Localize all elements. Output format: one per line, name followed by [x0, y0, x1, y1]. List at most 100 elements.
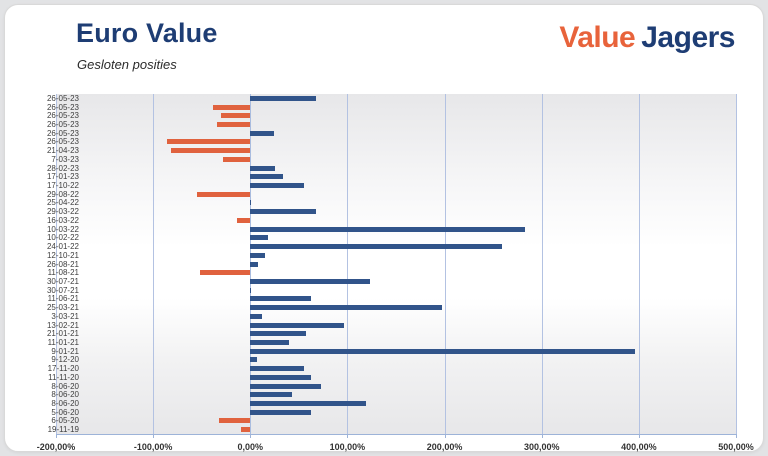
y-tick-label: 9-01-21 [51, 346, 79, 356]
y-tick-label: 26-05-23 [46, 120, 79, 129]
bar [166, 139, 251, 145]
y-tick-label: 29-03-22 [46, 207, 79, 217]
bar [250, 409, 312, 415]
bar [250, 209, 317, 215]
y-tick-label: 7-03-23 [51, 154, 79, 164]
bar [250, 226, 526, 232]
logo-part-jagers: Jagers [641, 21, 735, 54]
axis-tick [153, 434, 155, 438]
y-tick-label: 17-01-23 [46, 172, 79, 182]
bar [250, 174, 284, 180]
bar [250, 339, 290, 345]
bar [250, 235, 268, 241]
bar [250, 287, 252, 293]
x-tick-label: -200,00% [36, 442, 76, 452]
bar [250, 200, 252, 206]
axis-tick [56, 434, 57, 438]
y-tick-label: 28-02-23 [46, 163, 79, 173]
x-tick-label: 0,00% [237, 442, 264, 452]
y-tick-label: 8-06-20 [51, 381, 79, 391]
y-tick-label: 24-01-22 [46, 242, 79, 252]
y-tick-label: 25-03-21 [46, 303, 79, 313]
bar [221, 113, 251, 119]
x-tick-label: 100,00% [329, 442, 366, 452]
y-tick-label: 17-10-22 [46, 181, 79, 191]
bar [250, 313, 262, 319]
bar [213, 104, 251, 110]
x-tick-label: 400,00% [621, 442, 657, 452]
bar [250, 322, 344, 328]
bar [236, 217, 251, 223]
bar [250, 278, 370, 284]
gridline [541, 94, 543, 434]
y-tick-label: 26-08-21 [46, 259, 79, 269]
y-tick-label: 19-11-19 [47, 425, 79, 435]
bar [199, 270, 251, 276]
bar [250, 130, 274, 136]
axis-tick [444, 434, 446, 438]
bar [250, 95, 317, 101]
bar [196, 191, 251, 197]
y-tick-label: 29-08-22 [46, 189, 79, 199]
gridline [638, 94, 640, 434]
bar [170, 148, 251, 154]
y-tick-label: 13-02-21 [46, 320, 79, 330]
y-tick-label: 11-08-21 [47, 268, 79, 278]
valuejagers-logo: Value Jagers [559, 21, 735, 55]
y-tick-label: 26-05-23 [46, 111, 79, 121]
chart-subtitle: Gesloten posities [77, 57, 177, 72]
y-tick-label: 10-03-22 [46, 224, 79, 234]
bar [250, 374, 312, 380]
axis-tick [736, 434, 737, 438]
bar [250, 244, 502, 250]
y-tick-label: 8-06-20 [51, 398, 79, 408]
y-tick-label: 21-04-23 [46, 146, 79, 156]
y-tick-label: 9-12-20 [51, 355, 79, 365]
x-tick-label: -100,00% [133, 442, 173, 452]
page-title: Euro Value [76, 18, 218, 48]
axis-tick [638, 434, 640, 438]
bar [250, 383, 322, 389]
y-tick-label: 25-04-22 [46, 198, 79, 208]
y-tick-label: 3-03-21 [51, 311, 79, 321]
y-tick-label: 8-06-20 [51, 390, 79, 400]
gridline [153, 94, 155, 434]
chart-card: Euro Value Gesloten posities Value Jagers… [4, 4, 764, 452]
bar [250, 296, 312, 302]
y-tick-label: 30-07-21 [46, 276, 79, 286]
y-tick-label: 26-05-23 [46, 93, 79, 103]
y-tick-label: 6-05-20 [51, 416, 79, 426]
bar [250, 252, 265, 258]
x-tick-label: 500,00% [718, 442, 754, 452]
y-tick-label: 11-06-21 [47, 294, 79, 304]
y-tick-label: 26-05-23 [46, 137, 79, 147]
bar [250, 261, 259, 267]
gridline [444, 94, 446, 434]
bar [219, 418, 251, 424]
bar [250, 183, 304, 189]
bar [217, 122, 251, 127]
plot-area [56, 94, 737, 435]
bar [250, 348, 635, 354]
axis-tick [541, 434, 543, 438]
bar [250, 400, 366, 406]
axis-tick [250, 434, 252, 438]
y-tick-label: 10-02-22 [46, 233, 79, 243]
axis-tick [347, 434, 349, 438]
bar [250, 366, 304, 372]
bar [240, 427, 251, 433]
gridline [347, 94, 349, 434]
bar [250, 331, 306, 337]
y-tick-label: 26-05-23 [46, 102, 79, 112]
bar [250, 305, 442, 311]
y-tick-label: 16-03-22 [46, 215, 79, 225]
bar [250, 165, 275, 171]
y-tick-label: 12-10-21 [46, 250, 79, 260]
bar [250, 392, 293, 398]
bar [223, 156, 251, 162]
y-tick-label: 30-07-21 [46, 285, 79, 295]
bar [250, 357, 258, 363]
y-tick-label: 17-11-20 [47, 364, 79, 374]
y-tick-label: 5-06-20 [51, 407, 79, 417]
y-tick-label: 11-11-20 [48, 372, 79, 382]
